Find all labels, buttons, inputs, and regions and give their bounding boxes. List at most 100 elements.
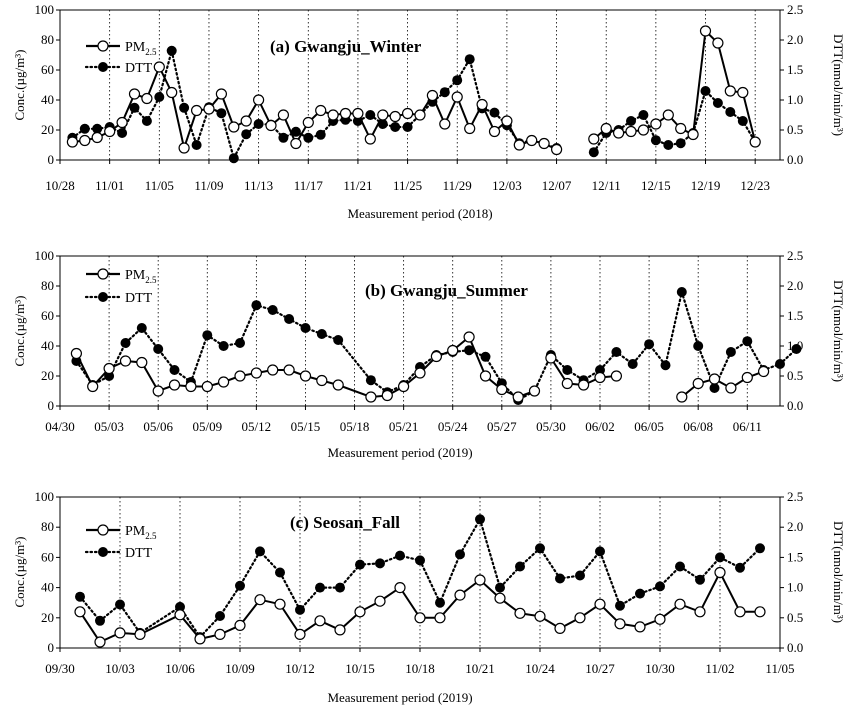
pm25-point xyxy=(637,124,650,136)
panel-c-series xyxy=(74,514,766,648)
x-tick-label: 11/29 xyxy=(443,178,472,193)
pm25-point xyxy=(494,592,506,604)
pm25-point xyxy=(694,606,706,618)
pm25-point xyxy=(234,370,246,382)
pm25-point xyxy=(185,380,197,393)
x-tick-label: 11/13 xyxy=(244,178,273,193)
dtt-point xyxy=(166,45,177,56)
dtt-point xyxy=(175,601,185,612)
pm25-point xyxy=(577,379,590,391)
pm25-point xyxy=(749,136,761,148)
pm25-point xyxy=(676,391,688,403)
pm25-point xyxy=(91,131,103,144)
panel-b-series xyxy=(70,287,802,405)
x-tick-label: 12/23 xyxy=(740,178,770,193)
dtt-point xyxy=(595,546,605,557)
pm25-point xyxy=(538,137,550,150)
x-tick-label: 12/11 xyxy=(592,178,621,193)
dtt-point xyxy=(295,604,305,615)
dtt-point xyxy=(216,108,227,119)
pm25-point xyxy=(274,598,286,610)
panel-c-legend: PM2.5 DTT xyxy=(84,524,157,561)
x-tick-label: 10/06 xyxy=(165,661,195,676)
y-right-tick-label: 2.0 xyxy=(787,519,803,534)
pm25-point xyxy=(398,380,410,393)
pm25-point xyxy=(316,374,328,387)
dtt-point xyxy=(284,314,295,324)
pm25-point xyxy=(496,383,508,396)
pm25-point xyxy=(554,622,566,635)
x-tick-label: 12/07 xyxy=(542,178,572,193)
panel-c: 0 0.0 20 0.5 40 1.0 60 1.5 80 2.0 100 2.5 09/30 10/03… xyxy=(12,489,846,705)
panel-b-ticks xyxy=(56,255,784,410)
dtt-point xyxy=(455,549,465,560)
y-right-tick-label: 1.5 xyxy=(787,308,803,323)
pm25-point xyxy=(114,627,126,639)
x-tick-label: 06/08 xyxy=(683,419,713,434)
pm25-point xyxy=(364,133,376,145)
y-left-tick-label: 40 xyxy=(41,92,54,107)
panel-a: 0 0.0 20 0.5 40 1.0 60 1.5 80 2.0 100 2.5 10/28 11/01… xyxy=(12,2,846,221)
pm25-point xyxy=(265,119,277,132)
panel-c-y-left-label: Conc.(µg/m³) xyxy=(12,537,27,608)
dtt-point xyxy=(650,135,661,146)
pm25-point xyxy=(381,389,393,402)
y-right-tick-label: 1.5 xyxy=(787,62,803,77)
y-left-tick-label: 80 xyxy=(41,32,54,47)
pm25-point xyxy=(103,362,115,375)
dtt-point xyxy=(709,383,720,393)
dtt-point xyxy=(267,305,278,315)
x-tick-label: 11/21 xyxy=(343,178,372,193)
panel-a-ticks xyxy=(56,9,784,164)
dtt-point xyxy=(115,599,125,610)
y-right-tick-label: 1.5 xyxy=(787,549,803,564)
x-tick-label: 05/12 xyxy=(242,419,272,434)
panel-a-legend: PM2.5 DTT xyxy=(84,40,157,76)
dtt-point xyxy=(290,126,301,137)
pm25-point xyxy=(240,115,252,127)
dtt-point xyxy=(120,338,131,348)
dtt-point xyxy=(626,116,636,126)
y-right-tick-label: 1.0 xyxy=(787,338,803,353)
pm25-point xyxy=(692,377,704,390)
pm25-point xyxy=(174,609,186,621)
dtt-point xyxy=(390,122,401,132)
panel-b-x-label: Measurement period (2019) xyxy=(327,445,472,460)
panel-a-tick-labels: 0 0.0 20 0.5 40 1.0 60 1.5 80 2.0 100 2.5 10/28 11/01… xyxy=(35,2,804,193)
pm25-point xyxy=(514,607,526,619)
pm25-point xyxy=(294,628,306,641)
y-left-tick-label: 0 xyxy=(48,152,55,167)
dtt-point xyxy=(251,300,262,311)
x-tick-label: 10/03 xyxy=(105,661,135,676)
dtt-point xyxy=(475,514,485,525)
pm25-point xyxy=(454,589,466,601)
pm25-point xyxy=(228,121,240,133)
pm25-point xyxy=(561,377,573,390)
pm25-point xyxy=(136,356,148,369)
pm25-point xyxy=(687,128,699,141)
pm25-point xyxy=(214,628,226,641)
x-tick-label: 12/15 xyxy=(641,178,671,193)
pm25-point xyxy=(650,118,662,130)
pm25-point xyxy=(74,606,86,618)
dtt-point xyxy=(191,140,202,150)
dtt-point xyxy=(555,573,565,584)
pm25-point xyxy=(394,581,406,594)
panel-a-y-left-label: Conc.(µg/m³) xyxy=(12,50,27,121)
dtt-point xyxy=(452,75,463,86)
x-tick-label: 06/05 xyxy=(634,419,664,434)
panel-a-x-label: Measurement period (2018) xyxy=(347,206,492,221)
pm25-point xyxy=(534,610,546,622)
pm25-point xyxy=(414,109,426,121)
x-tick-label: 11/17 xyxy=(294,178,324,193)
pm25-point xyxy=(634,621,646,633)
dtt-point xyxy=(79,123,90,134)
dtt-point xyxy=(179,102,190,113)
pm25-point xyxy=(714,566,726,579)
dtt-point xyxy=(215,611,225,621)
dtt-point xyxy=(635,588,645,599)
dtt-point xyxy=(742,336,753,347)
pm25-point xyxy=(374,595,386,607)
y-right-tick-label: 2.5 xyxy=(787,489,803,504)
dtt-point xyxy=(395,550,405,561)
